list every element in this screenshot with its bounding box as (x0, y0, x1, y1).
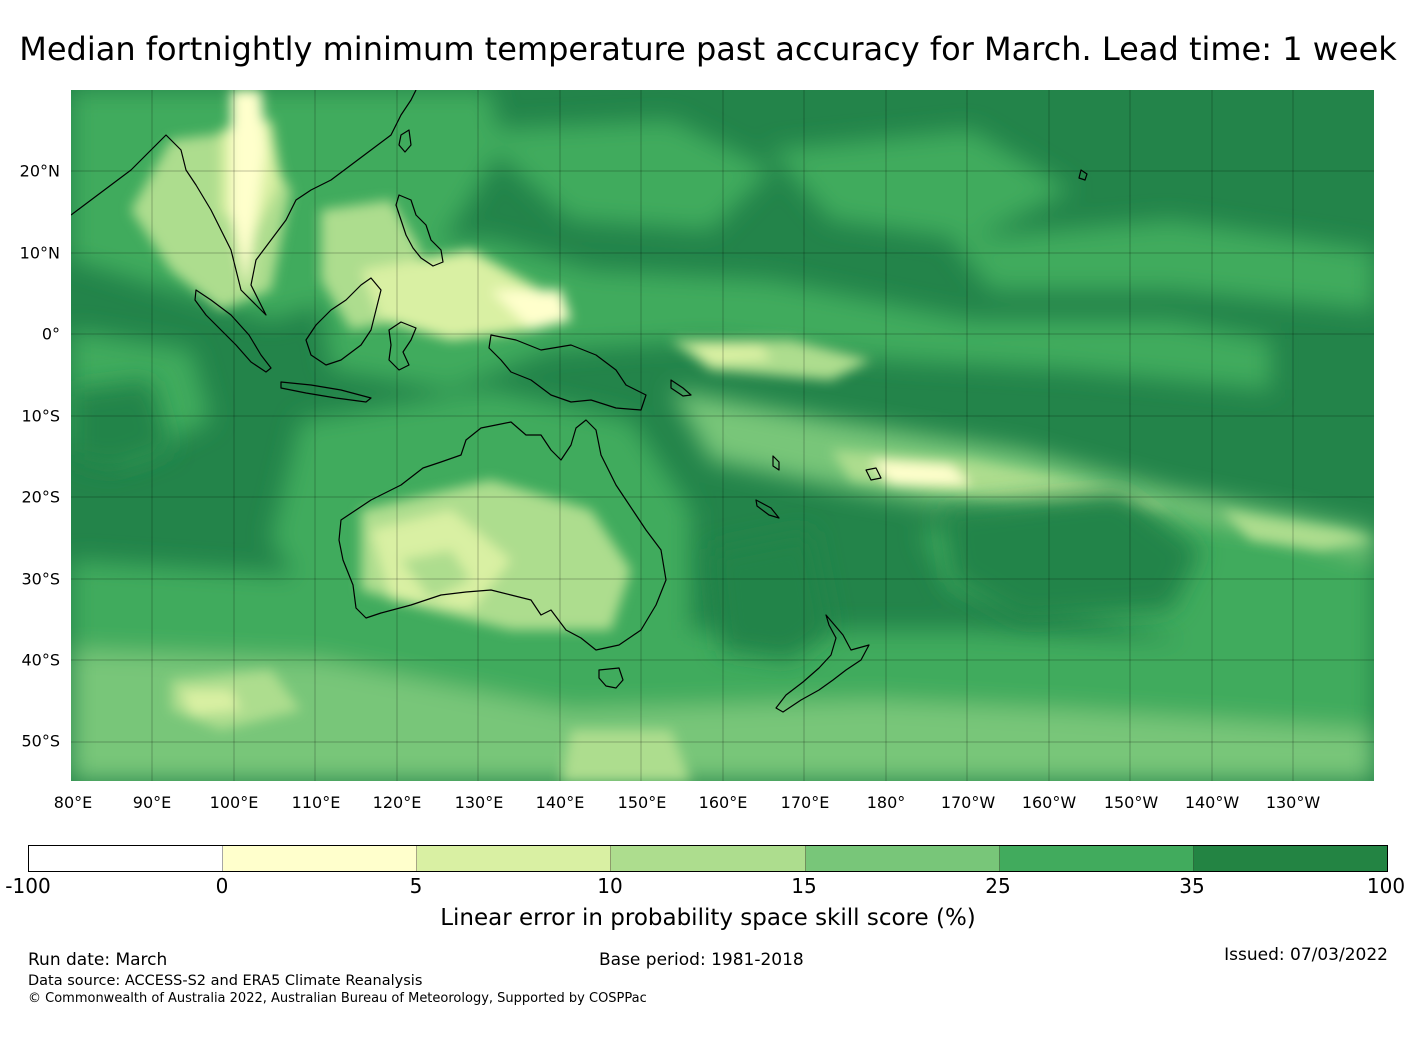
colorbar-tick: 0 (215, 874, 229, 898)
philippines-coastline (395, 194, 444, 267)
data-source: Data source: ACCESS-S2 and ERA5 Climate … (28, 973, 423, 989)
map-gridlines (71, 90, 1374, 781)
skill-field (71, 90, 1374, 781)
southeast-asia-coastline (71, 90, 417, 316)
colorbar-tick: 5 (409, 874, 423, 898)
colorbar-tick: 100 (1366, 874, 1406, 898)
lon-label: 150°E (617, 793, 667, 812)
lon-label: 160°W (1021, 793, 1077, 812)
colorbar-tick: 25 (985, 874, 1011, 898)
new-caledonia-coastline (755, 499, 780, 519)
lon-label: 140°E (535, 793, 585, 812)
run-date: Run date: March (28, 950, 168, 970)
lon-label: 100°E (209, 793, 259, 812)
lon-label: 180° (866, 793, 906, 812)
colorbar-tick: 15 (791, 874, 817, 898)
coastlines (71, 90, 1088, 713)
colorbar-segment (611, 846, 806, 871)
lat-label: 10°S (21, 406, 60, 426)
colorbar-segment (805, 846, 1000, 871)
lon-label: 80°E (53, 793, 93, 812)
lat-label: 10°N (19, 243, 60, 263)
new-guinea-coastline (488, 334, 647, 411)
lon-label: 140°W (1184, 793, 1240, 812)
lat-label: 40°S (21, 650, 60, 670)
lat-label: 20°N (19, 161, 60, 181)
java-coastline (280, 381, 372, 403)
lon-label: 170°E (780, 793, 830, 812)
chart-title: Median fortnightly minimum temperature p… (19, 30, 1397, 68)
tasmania-coastline (598, 667, 624, 689)
lat-label: 0° (41, 324, 60, 344)
lon-label: 110°E (291, 793, 341, 812)
taiwan-coastline (398, 129, 412, 153)
lon-label: 150°W (1103, 793, 1159, 812)
new-zealand-coastline (775, 614, 870, 713)
hawaii-coastline (1078, 169, 1088, 181)
colorbar-segment (999, 846, 1194, 871)
copyright: © Commonwealth of Australia 2022, Austra… (28, 991, 647, 1006)
borneo-coastline (305, 277, 382, 366)
solomon-islands-coastline (670, 379, 692, 397)
colorbar-label: Linear error in probability space skill … (440, 905, 976, 931)
lat-label: 30°S (21, 569, 60, 589)
lon-label: 120°E (372, 793, 422, 812)
base-period: Base period: 1981-2018 (599, 950, 804, 970)
vanuatu-coastline (772, 455, 780, 471)
issued-date: Issued: 07/03/2022 (1224, 945, 1388, 965)
lat-label: 20°S (21, 487, 60, 507)
skill-score-map (71, 90, 1374, 781)
map-canvas (71, 90, 1374, 781)
colorbar-tick: 35 (1179, 874, 1205, 898)
colorbar-segment (417, 846, 612, 871)
lat-label: 50°S (21, 731, 60, 751)
colorbar-tick: 10 (597, 874, 623, 898)
colorbar-segment (29, 846, 224, 871)
lon-label: 90°E (132, 793, 172, 812)
sumatra-coastline (194, 289, 272, 373)
lon-label: 130°W (1265, 793, 1321, 812)
colorbar-segment (1193, 846, 1387, 871)
fiji-coastline (865, 467, 882, 481)
sulawesi-coastline (388, 321, 417, 371)
colorbar-tick: -100 (5, 874, 51, 898)
colorbar-segment (223, 846, 418, 871)
australia-coastline (338, 419, 667, 651)
colorbar (28, 845, 1388, 872)
lon-label: 130°E (454, 793, 504, 812)
lon-label: 170°W (940, 793, 996, 812)
lon-label: 160°E (698, 793, 748, 812)
